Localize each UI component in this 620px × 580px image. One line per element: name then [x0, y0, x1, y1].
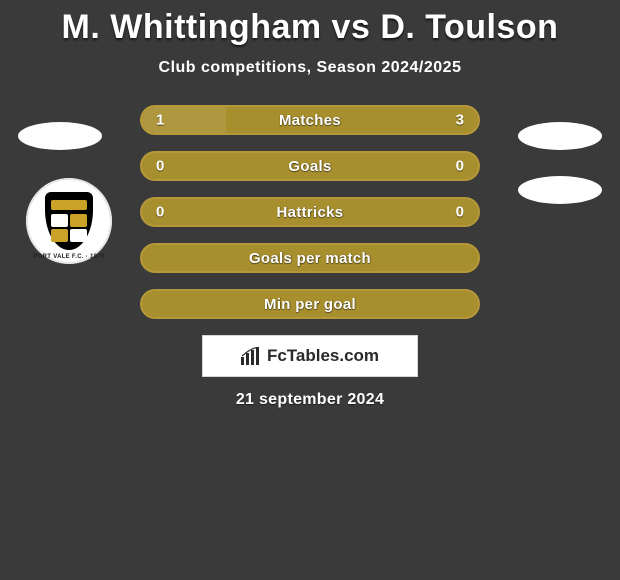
date-text: 21 september 2024 — [0, 391, 620, 409]
crest-caption: PORT VALE F.C. · 1876 — [26, 254, 112, 260]
club-crest: PORT VALE F.C. · 1876 — [26, 178, 112, 264]
shield-icon — [45, 192, 93, 250]
stat-row-min-per-goal: Min per goal — [140, 289, 480, 319]
page-title: M. Whittingham vs D. Toulson — [0, 8, 620, 47]
stat-label: Goals per match — [249, 250, 371, 267]
brand-text: FcTables.com — [267, 346, 379, 366]
stat-value-left: 1 — [156, 112, 164, 129]
stat-value-left: 0 — [156, 158, 164, 175]
stat-label: Goals — [288, 158, 331, 175]
stat-label: Matches — [279, 112, 341, 129]
club-ellipse-left — [18, 122, 102, 150]
stat-value-right: 0 — [456, 204, 464, 221]
stat-label: Min per goal — [264, 296, 356, 313]
stat-value-left: 0 — [156, 204, 164, 221]
stat-label: Hattricks — [277, 204, 344, 221]
stat-row-hattricks: 0 Hattricks 0 — [140, 197, 480, 227]
page-subtitle: Club competitions, Season 2024/2025 — [0, 59, 620, 77]
stat-row-goals-per-match: Goals per match — [140, 243, 480, 273]
club-ellipse-right-1 — [518, 122, 602, 150]
stat-row-fill — [142, 107, 226, 133]
stat-value-right: 0 — [456, 158, 464, 175]
club-ellipse-right-2 — [518, 176, 602, 204]
stat-value-right: 3 — [456, 112, 464, 129]
stat-row-goals: 0 Goals 0 — [140, 151, 480, 181]
brand-box: FcTables.com — [202, 335, 418, 377]
stat-row-matches: 1 Matches 3 — [140, 105, 480, 135]
stats-rows: 1 Matches 3 0 Goals 0 0 Hattricks 0 Goal… — [140, 105, 480, 319]
bar-chart-icon — [241, 347, 261, 365]
